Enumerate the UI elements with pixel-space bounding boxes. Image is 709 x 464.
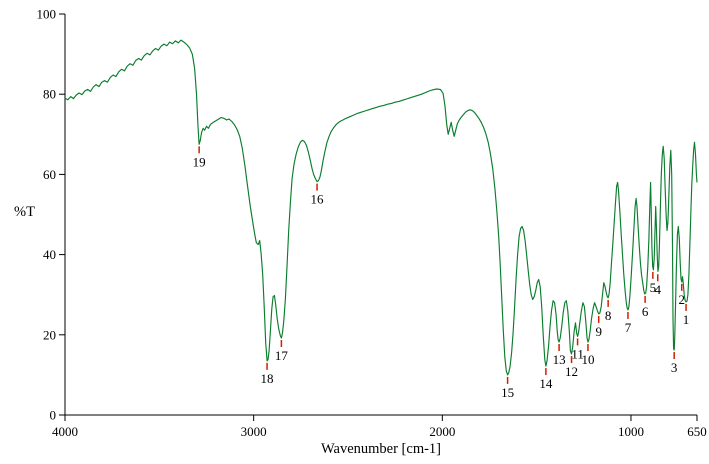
peak-number: 15 — [501, 385, 514, 400]
peak-number: 2 — [678, 292, 685, 307]
x-tick-label: 2000 — [429, 424, 455, 439]
spectrum-line — [64, 39, 698, 376]
peak-number: 8 — [605, 308, 612, 323]
x-tick-label: 650 — [687, 424, 707, 439]
peak-number: 12 — [565, 364, 578, 379]
peak-number: 19 — [193, 154, 206, 169]
peak-number: 6 — [642, 304, 649, 319]
peak-number: 9 — [595, 324, 602, 339]
y-tick-label: 60 — [43, 167, 56, 182]
axis-titles: %T Wavenumber [cm-1] — [14, 204, 441, 457]
x-tick-label: 3000 — [241, 424, 267, 439]
spectrum-trace — [64, 39, 698, 376]
peak-number: 17 — [275, 348, 289, 363]
x-tick-label: 4000 — [52, 424, 78, 439]
x-axis-title: Wavenumber [cm-1] — [321, 441, 441, 457]
peak-number: 5 — [650, 280, 657, 295]
x-tick-label: 1000 — [618, 424, 644, 439]
y-tick-label: 0 — [50, 408, 57, 423]
peak-number: 18 — [261, 371, 274, 386]
peak-number: 16 — [311, 192, 325, 207]
peak-number: 13 — [553, 352, 566, 367]
peak-number: 4 — [655, 282, 662, 297]
y-tick-label: 100 — [37, 7, 57, 22]
axes: 0 20 40 60 80 100 4000 3000 2000 1000 650 — [37, 7, 707, 440]
peak-number: 10 — [581, 352, 594, 367]
y-tick-label: 20 — [43, 327, 56, 342]
y-tick-label: 40 — [43, 247, 56, 262]
peak-number: 1 — [683, 312, 690, 327]
peak-number: 3 — [671, 360, 678, 375]
peak-number: 7 — [625, 320, 632, 335]
peak-number: 14 — [539, 376, 553, 391]
peak-number: 11 — [571, 346, 584, 361]
y-axis-title: %T — [14, 204, 35, 220]
y-tick-label: 80 — [43, 87, 56, 102]
